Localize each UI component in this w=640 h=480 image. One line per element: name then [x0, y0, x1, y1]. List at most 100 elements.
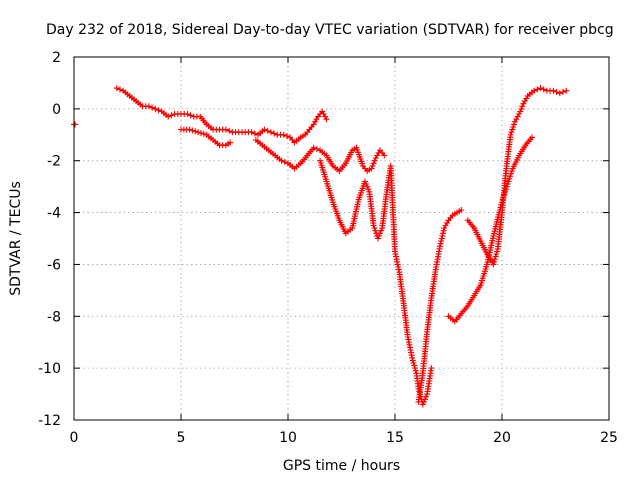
- data-point-marker: [227, 139, 234, 146]
- data-point-marker: [494, 248, 500, 255]
- data-point-marker: [508, 170, 514, 177]
- data-point-marker: [363, 181, 370, 187]
- data-point-marker: [226, 127, 233, 134]
- data-point-marker: [200, 130, 207, 137]
- y-tick-label: -10: [38, 361, 61, 377]
- data-point-marker: [520, 100, 527, 107]
- axis-ticks: 0 5 10 15 20 25 -12 -10 -8 -6 -4 -2 0 2: [38, 50, 618, 446]
- y-tick-label: -2: [47, 154, 61, 170]
- x-tick-label: 10: [279, 430, 297, 446]
- series-track-7: [445, 134, 535, 325]
- data-point-marker: [378, 227, 385, 234]
- data-point-marker: [117, 86, 123, 93]
- data-point-marker: [168, 112, 175, 119]
- data-point-marker: [537, 85, 544, 92]
- data-point-marker: [509, 126, 516, 133]
- data-point-marker: [518, 105, 525, 112]
- series-line: [447, 136, 533, 323]
- data-point-marker: [441, 225, 448, 232]
- data-point-marker: [312, 118, 319, 125]
- grid: [74, 57, 609, 420]
- y-tick-label: 0: [52, 102, 61, 118]
- data-point-marker: [511, 121, 517, 128]
- data-point-marker: [370, 160, 377, 167]
- data-point-marker: [550, 87, 557, 94]
- data-point-marker: [278, 157, 285, 164]
- data-point-marker: [422, 396, 428, 403]
- data-point-marker: [320, 111, 327, 117]
- data-point-marker: [149, 104, 156, 111]
- data-point-marker: [423, 393, 429, 400]
- data-point-marker: [186, 126, 193, 133]
- data-point-marker: [370, 222, 377, 229]
- x-tick-label: 25: [600, 430, 618, 446]
- data-point-marker: [248, 129, 255, 136]
- y-tick-label: 2: [52, 50, 61, 66]
- data-point-marker: [222, 126, 229, 133]
- data-point-marker: [444, 219, 451, 226]
- data-point-marker: [395, 266, 402, 273]
- data-point-marker: [506, 175, 513, 182]
- series-track-3: [178, 126, 234, 149]
- data-point-marker: [493, 251, 500, 258]
- data-point-marker: [409, 354, 416, 361]
- data-point-marker: [508, 129, 515, 136]
- data-point-marker: [381, 152, 388, 159]
- data-point-marker: [523, 95, 530, 102]
- data-point-marker: [155, 107, 162, 114]
- data-point-marker: [491, 256, 498, 263]
- data-point-marker: [439, 232, 446, 239]
- data-point-marker: [72, 121, 79, 128]
- series-track-8: [464, 85, 570, 268]
- y-tick-label: -12: [38, 413, 61, 429]
- y-tick-label: -8: [47, 309, 61, 325]
- data-point-marker: [517, 108, 524, 115]
- data-point-marker: [322, 113, 329, 120]
- data-point-marker: [458, 207, 465, 213]
- data-point-marker: [313, 146, 320, 152]
- y-tick-label: -4: [47, 206, 61, 222]
- data-point-marker: [152, 105, 159, 112]
- series-track-1: [71, 121, 79, 128]
- data-point-marker: [165, 113, 172, 120]
- data-point-marker: [377, 230, 383, 237]
- data-point-marker: [251, 130, 258, 137]
- data-point-marker: [519, 103, 526, 110]
- data-point-marker: [529, 134, 535, 141]
- data-point-marker: [267, 129, 274, 136]
- y-axis-label: SDTVAR / TECUs: [8, 181, 24, 296]
- data-point-marker: [261, 126, 268, 133]
- data-point-marker: [490, 261, 497, 268]
- data-point-marker: [394, 258, 401, 265]
- data-point-marker: [412, 365, 418, 372]
- data-point-marker: [372, 227, 379, 234]
- x-tick-label: 0: [70, 430, 79, 446]
- series-track-2: [113, 85, 330, 146]
- data-point-marker: [365, 186, 372, 193]
- series-line: [116, 87, 328, 144]
- data-point-marker: [184, 111, 191, 117]
- data-point-marker: [440, 230, 446, 237]
- data-point-marker: [281, 159, 288, 165]
- data-point-marker: [406, 341, 413, 348]
- data-point-marker: [411, 362, 418, 369]
- data-point-marker: [540, 86, 547, 93]
- data-point-marker: [508, 168, 515, 175]
- data-point-marker: [560, 89, 566, 95]
- data-point-marker: [374, 235, 381, 242]
- data-point-marker: [531, 87, 538, 94]
- data-point-marker: [371, 157, 378, 164]
- data-point-marker: [438, 235, 445, 242]
- plot-frame: [73, 56, 610, 421]
- data-point-marker: [409, 357, 416, 364]
- data-point-marker: [371, 225, 378, 232]
- data-point-marker: [563, 87, 570, 94]
- data-point-marker: [412, 367, 419, 374]
- data-point-marker: [375, 232, 382, 239]
- data-point-marker: [556, 90, 563, 97]
- data-point-marker: [310, 144, 317, 151]
- data-point-marker: [192, 128, 199, 135]
- x-tick-label: 5: [177, 430, 186, 446]
- data-point-marker: [283, 133, 290, 140]
